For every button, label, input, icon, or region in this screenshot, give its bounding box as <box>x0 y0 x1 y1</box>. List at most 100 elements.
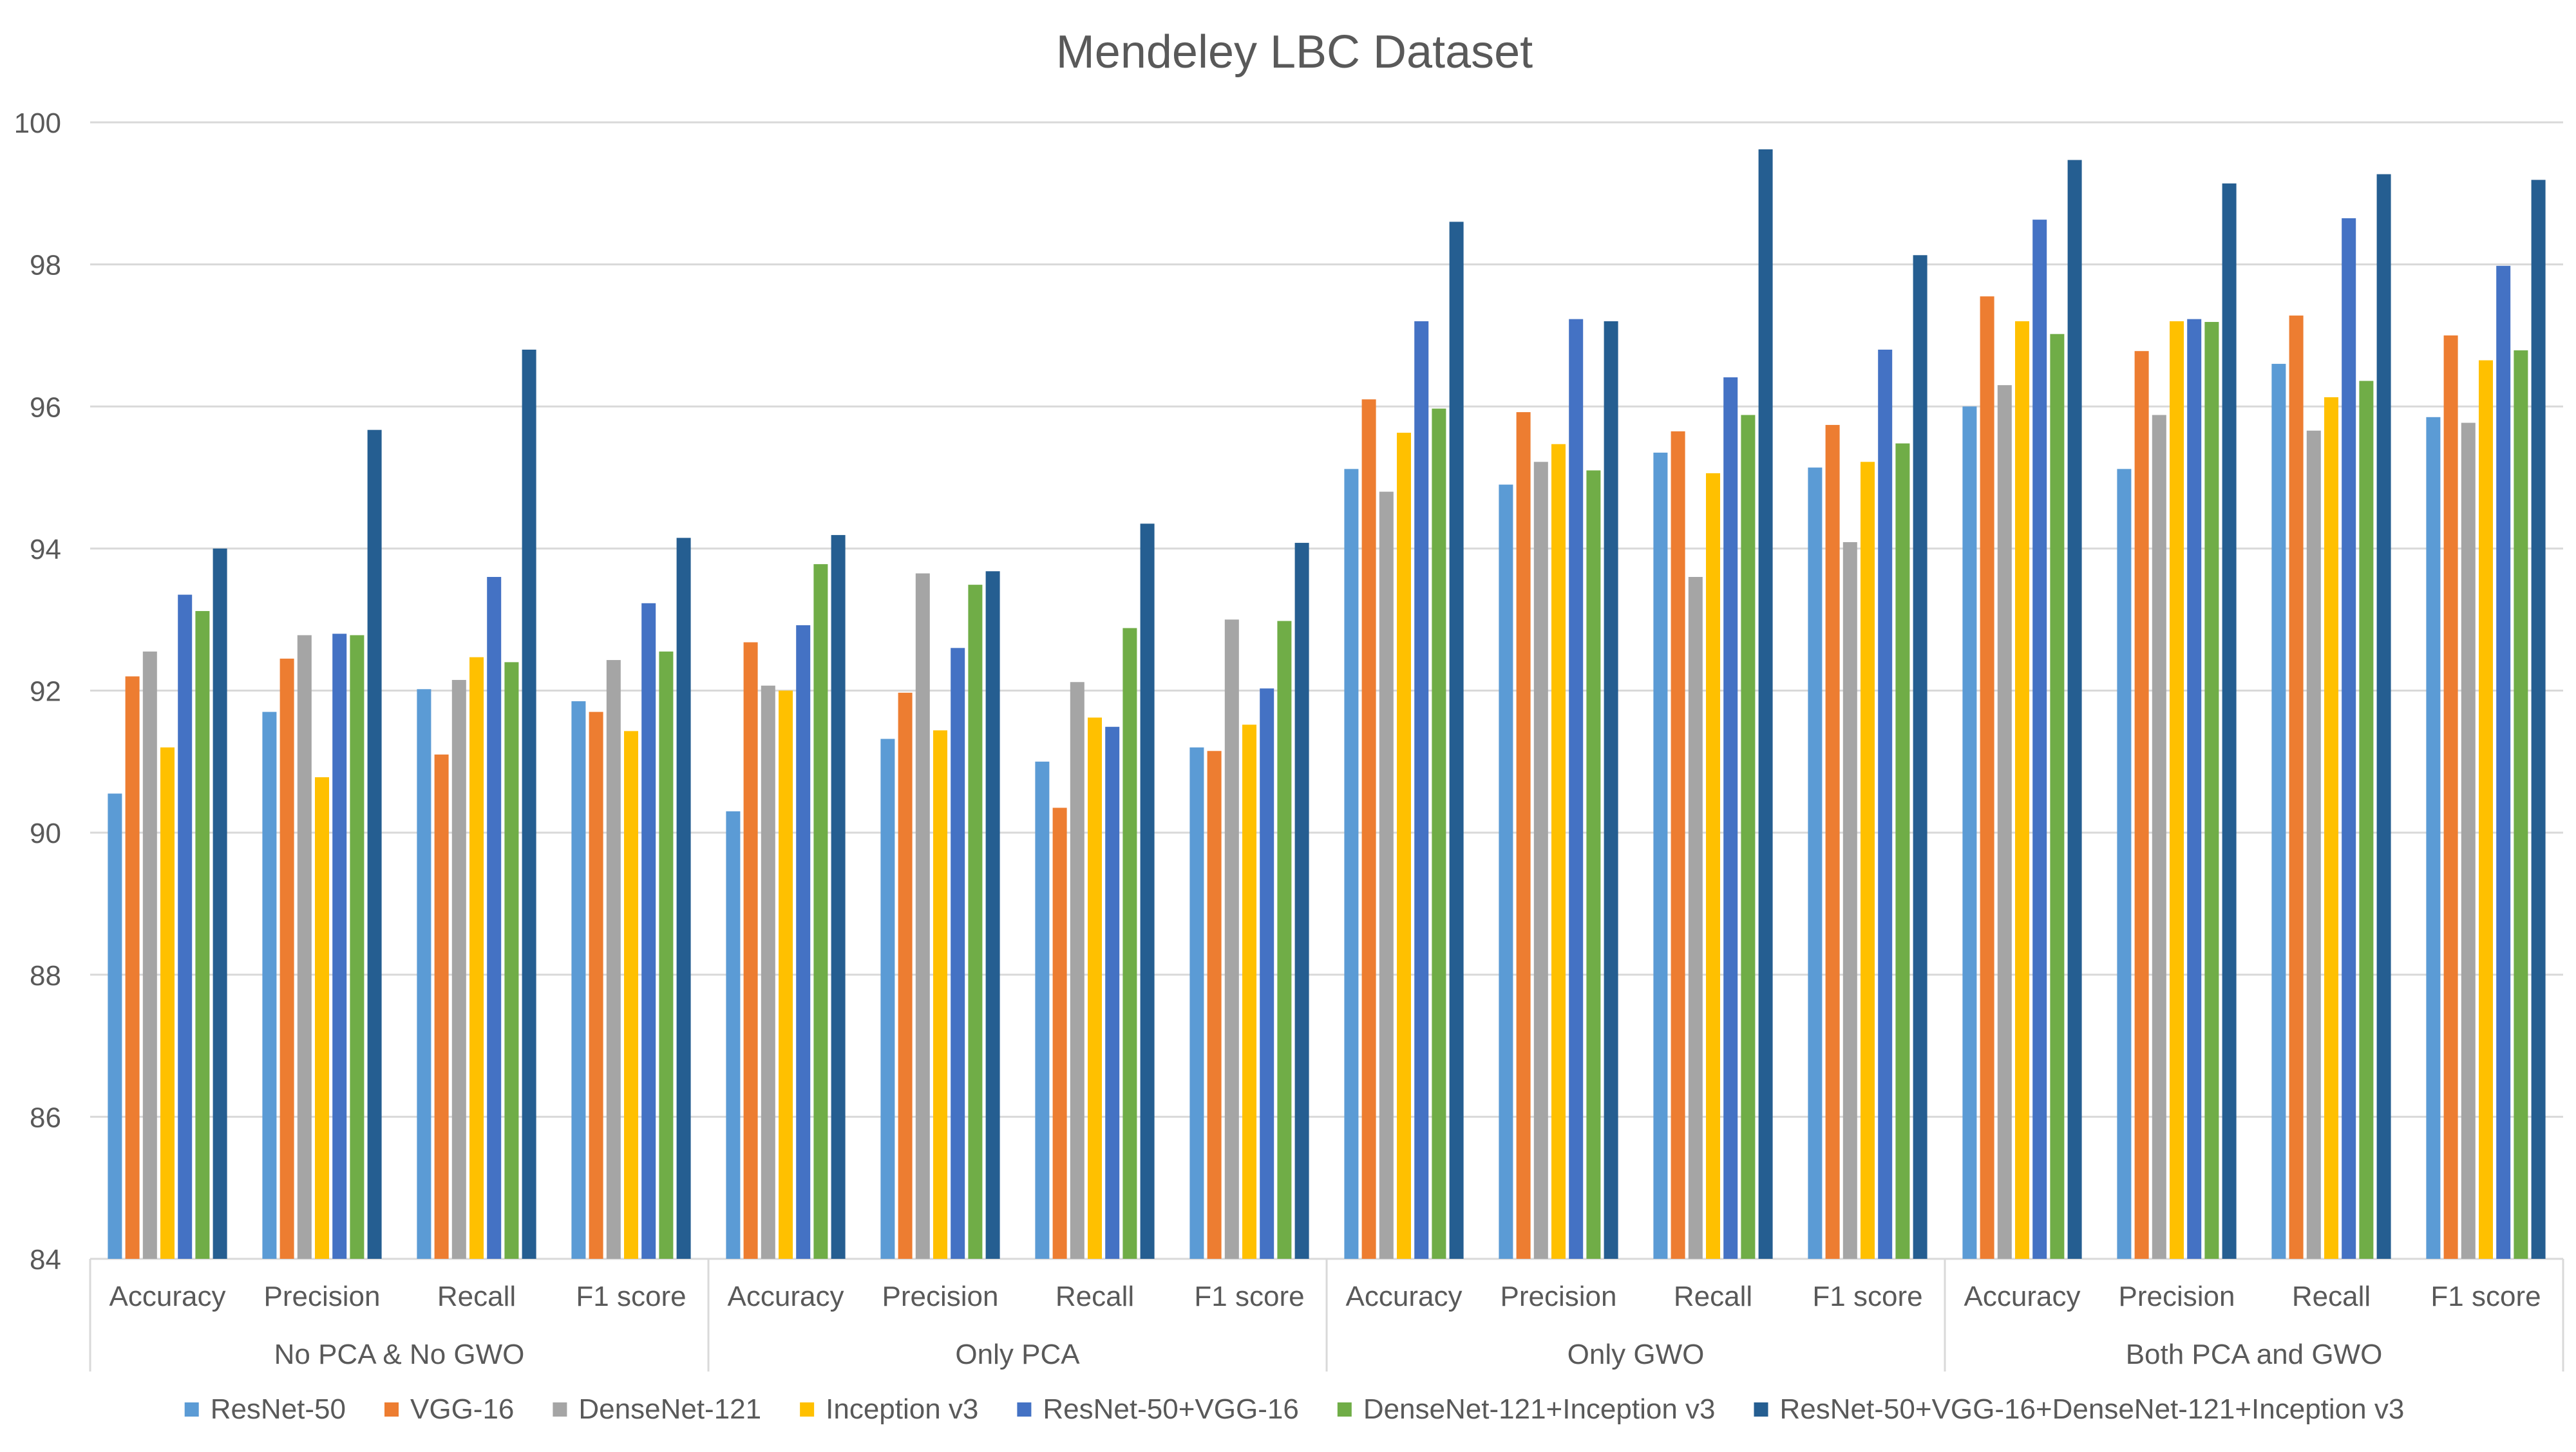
x-tick-label: Precision <box>264 1281 381 1312</box>
legend-item: DenseNet-121 <box>553 1393 761 1425</box>
bar <box>1688 577 1703 1259</box>
bar <box>1758 149 1773 1259</box>
legend-item: VGG-16 <box>384 1393 514 1425</box>
x-tick-label: Accuracy <box>1964 1281 2081 1312</box>
bar <box>1207 751 1222 1259</box>
bar <box>2443 335 2458 1259</box>
y-tick-label: 92 <box>30 676 61 708</box>
group-label: No PCA & No GWO <box>274 1339 525 1370</box>
bar <box>1052 807 1067 1259</box>
bar <box>487 577 502 1259</box>
bar <box>951 648 965 1259</box>
y-tick-label: 86 <box>30 1102 61 1133</box>
bar <box>915 573 930 1259</box>
x-tick-label: F1 score <box>2430 1281 2541 1312</box>
x-tick-label: Recall <box>2292 1281 2371 1312</box>
group-label: Only PCA <box>955 1339 1080 1370</box>
bar <box>2015 321 2029 1259</box>
bar <box>743 642 758 1259</box>
bar <box>2187 319 2202 1259</box>
bar <box>1980 296 1994 1259</box>
bar <box>1516 412 1531 1259</box>
legend-label: ResNet-50+VGG-16 <box>1043 1393 1298 1425</box>
bar <box>1361 399 1376 1259</box>
group-label: Only GWO <box>1567 1339 1705 1370</box>
y-tick-label: 96 <box>30 391 61 423</box>
bar <box>2359 381 2374 1259</box>
bar <box>1140 523 1155 1259</box>
bar <box>1242 724 1256 1259</box>
bar <box>213 548 227 1259</box>
x-tick-label: Precision <box>1501 1281 1617 1312</box>
legend: ResNet-50 VGG-16 DenseNet-121 Inception v3 R… <box>184 1393 2404 1425</box>
grid-layer: 84 86 88 90 92 94 96 98 100 <box>14 108 2563 1276</box>
bar <box>2271 364 2286 1259</box>
bar <box>1913 255 1927 1259</box>
legend-item: ResNet-50+VGG-16+DenseNet-121+Inception … <box>1754 1393 2404 1425</box>
bar <box>417 689 431 1259</box>
bar <box>1344 469 1359 1259</box>
bar <box>968 585 983 1259</box>
bar <box>1653 452 1668 1259</box>
legend-item: Inception v3 <box>800 1393 978 1425</box>
bar <box>1706 473 1720 1259</box>
bar <box>178 594 193 1259</box>
legend-label: Inception v3 <box>826 1393 978 1425</box>
x-tick-label: F1 score <box>1194 1281 1304 1312</box>
legend-label: DenseNet-121 <box>578 1393 761 1425</box>
bar <box>779 690 793 1259</box>
bar <box>2032 220 2047 1259</box>
x-tick-label: Precision <box>2119 1281 2235 1312</box>
bar <box>606 660 621 1259</box>
bar <box>451 679 466 1259</box>
x-tick-label: Recall <box>1674 1281 1752 1312</box>
bar <box>469 657 484 1259</box>
x-tick-label: Recall <box>1056 1281 1134 1312</box>
y-tick-label: 84 <box>30 1244 61 1276</box>
bar <box>2306 430 2321 1259</box>
bar <box>2289 316 2304 1259</box>
bar <box>1878 350 1893 1259</box>
bar <box>1397 433 1411 1259</box>
bar <box>2514 350 2528 1259</box>
bar <box>1414 321 1429 1259</box>
bar <box>1551 444 1566 1259</box>
bar <box>1294 543 1309 1259</box>
bar <box>880 739 895 1259</box>
legend-label: ResNet-50 <box>211 1393 346 1425</box>
x-tick-label: F1 score <box>1812 1281 1922 1312</box>
bar <box>659 651 674 1259</box>
bar <box>2170 321 2184 1259</box>
bar <box>2134 351 2149 1259</box>
y-tick-label: 100 <box>14 108 61 139</box>
bar <box>1825 424 1840 1259</box>
bar <box>262 712 277 1259</box>
bar <box>1604 321 1618 1259</box>
bar <box>2050 334 2065 1259</box>
x-tick-label: Recall <box>437 1281 516 1312</box>
bar <box>1741 415 1756 1259</box>
bar <box>898 692 913 1259</box>
bar <box>2461 422 2476 1259</box>
bar <box>813 564 828 1259</box>
bar <box>2426 417 2441 1259</box>
bar <box>2376 174 2391 1259</box>
bar <box>2222 183 2237 1259</box>
bar <box>2324 397 2338 1259</box>
bar <box>2204 321 2219 1259</box>
legend-item: ResNet-50+VGG-16 <box>1017 1393 1299 1425</box>
x-tick-label: Accuracy <box>728 1281 844 1312</box>
legend-swatch <box>1017 1402 1032 1417</box>
bar <box>2531 180 2546 1259</box>
bar <box>1533 462 1548 1259</box>
bar <box>1070 682 1084 1259</box>
bar <box>726 811 741 1259</box>
bar <box>332 634 347 1259</box>
bar <box>761 685 775 1259</box>
x-tick-label: F1 score <box>576 1281 686 1312</box>
bar <box>1379 491 1394 1259</box>
bar <box>279 658 294 1259</box>
bar <box>1449 222 1464 1259</box>
